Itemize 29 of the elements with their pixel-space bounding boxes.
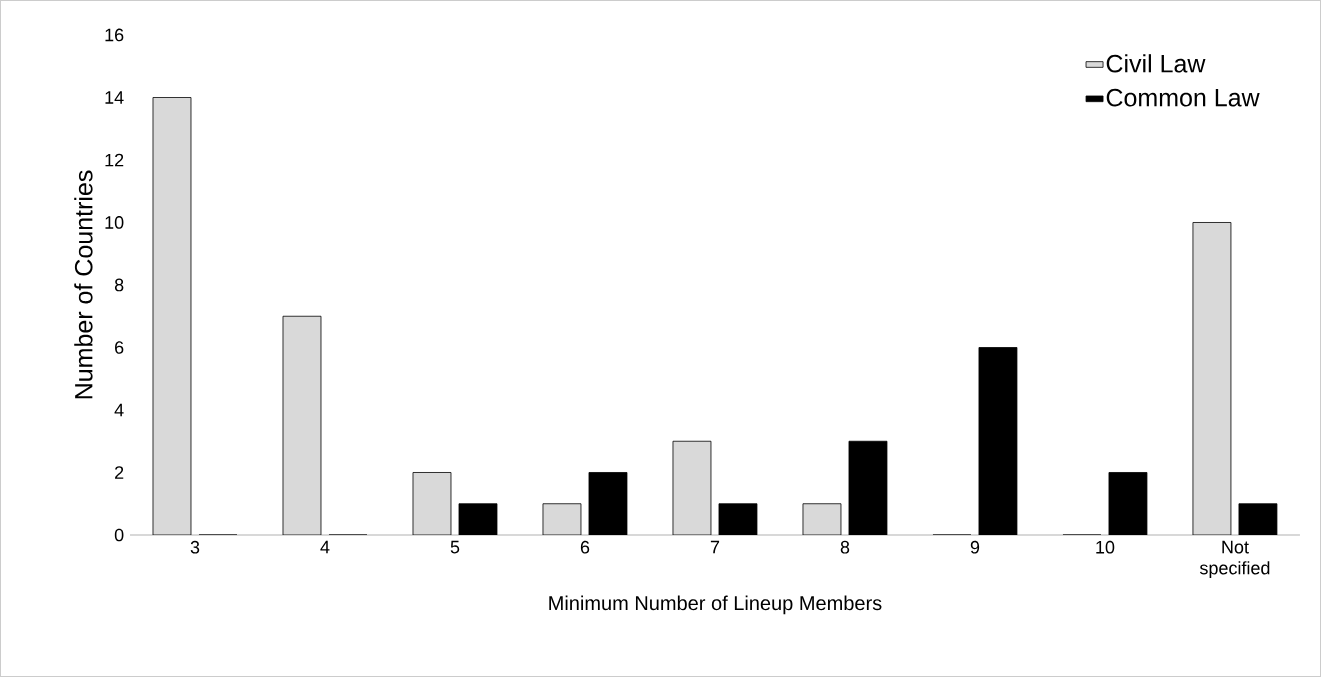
- y-tick-label: 16: [105, 28, 124, 42]
- y-tick-label: 2: [115, 466, 124, 479]
- x-tick-label: 9: [970, 540, 980, 554]
- y-tick-label: 4: [114, 403, 124, 417]
- y-axis-title: Number of Countries: [74, 170, 93, 399]
- y-tick-label: 10: [105, 216, 124, 229]
- bar: [802, 503, 842, 535]
- legend-label: Civil Law: [1106, 54, 1206, 73]
- bar: [412, 472, 452, 535]
- legend-label: Common Law: [1106, 88, 1260, 107]
- bar: [1192, 222, 1232, 535]
- bar: [542, 503, 582, 535]
- bar: [282, 315, 322, 535]
- x-tick-label: 4: [320, 540, 330, 554]
- x-axis-title: Minimum Number of Lineup Members: [549, 595, 882, 615]
- y-tick-label: 12: [105, 153, 124, 167]
- bar: [152, 97, 192, 535]
- y-tick-label: 8: [114, 278, 124, 292]
- x-tick-label: Not specified: [1199, 540, 1270, 578]
- bar: [672, 440, 712, 535]
- x-tick-label: 7: [710, 540, 720, 554]
- y-tick-label: 6: [115, 341, 124, 354]
- x-tick-label: 8: [840, 540, 850, 554]
- x-tick-label: 3: [190, 540, 200, 554]
- y-tick-label: 0: [114, 528, 124, 542]
- y-tick-label: 14: [105, 91, 124, 104]
- x-tick-label: 6: [580, 540, 590, 554]
- x-tick-label: 5: [450, 540, 460, 554]
- x-tick-label: 10: [1096, 540, 1115, 554]
